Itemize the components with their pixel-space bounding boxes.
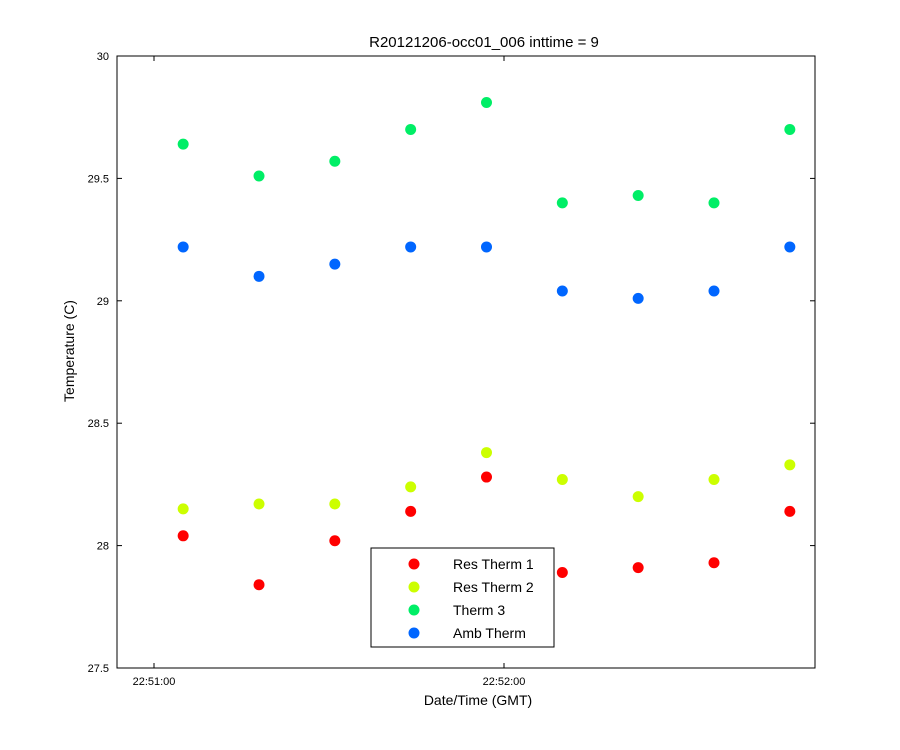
data-point: [177, 138, 189, 150]
data-points: [177, 97, 796, 591]
y-tick-label: 27.5: [88, 663, 109, 675]
data-point: [632, 562, 644, 574]
data-point: [708, 197, 720, 209]
x-axis-label: Date/Time (GMT): [424, 692, 532, 708]
legend-label: Therm 3: [453, 602, 505, 618]
data-point: [632, 292, 644, 304]
legend-label: Amb Therm: [453, 625, 526, 641]
y-tick-label: 28: [97, 541, 109, 553]
data-point: [708, 285, 720, 297]
data-point: [253, 270, 265, 282]
chart-title: R20121206-occ01_006 inttime = 9: [369, 34, 599, 51]
y-tick-label: 28.5: [88, 418, 109, 430]
series-res-therm-1: [177, 471, 796, 591]
data-point: [556, 567, 568, 579]
data-point: [708, 474, 720, 486]
data-point: [329, 155, 341, 167]
legend-marker: [408, 581, 420, 593]
legend-marker: [408, 604, 420, 616]
data-point: [253, 170, 265, 182]
data-point: [481, 241, 492, 253]
data-point: [784, 459, 796, 471]
data-point: [556, 285, 568, 297]
data-point: [481, 471, 492, 483]
data-point: [177, 241, 189, 253]
data-point: [784, 241, 796, 253]
legend-box: [370, 547, 555, 648]
data-point: [329, 258, 341, 270]
data-point: [556, 474, 568, 486]
data-point: [405, 241, 417, 253]
data-point: [784, 123, 796, 135]
data-point: [784, 505, 796, 517]
series-res-therm-2: [177, 447, 796, 515]
data-point: [632, 190, 644, 202]
series-therm-3: [177, 97, 796, 209]
legend: Res Therm 1 Res Therm 2 Therm 3 Amb Therm: [370, 547, 555, 648]
y-tick-label: 30: [97, 51, 109, 63]
x-tick-label: 22:52:00: [483, 676, 526, 688]
data-point: [405, 505, 417, 517]
legend-label: Res Therm 1: [453, 556, 534, 572]
x-tick-label: 22:51:00: [133, 676, 176, 688]
legend-label: Res Therm 2: [453, 579, 534, 595]
data-point: [708, 557, 720, 569]
data-point: [177, 530, 189, 542]
y-axis: 27.5 28 28.5 29 29.5 30: [88, 51, 815, 675]
y-axis-label: Temperature (C): [61, 300, 77, 402]
data-point: [405, 123, 417, 135]
data-point: [481, 447, 492, 459]
x-axis: 22:51:00 22:52:00: [133, 56, 526, 688]
data-point: [329, 498, 341, 510]
data-point: [253, 498, 265, 510]
data-point: [632, 491, 644, 503]
data-point: [481, 97, 492, 109]
y-tick-label: 29.5: [88, 173, 109, 185]
y-tick-label: 29: [97, 296, 109, 308]
data-point: [177, 503, 189, 515]
series-amb-therm: [177, 241, 796, 304]
data-point: [405, 481, 417, 493]
data-point: [253, 579, 265, 591]
legend-marker: [408, 558, 420, 570]
data-point: [556, 197, 568, 209]
legend-marker: [408, 627, 420, 639]
data-point: [329, 535, 341, 547]
